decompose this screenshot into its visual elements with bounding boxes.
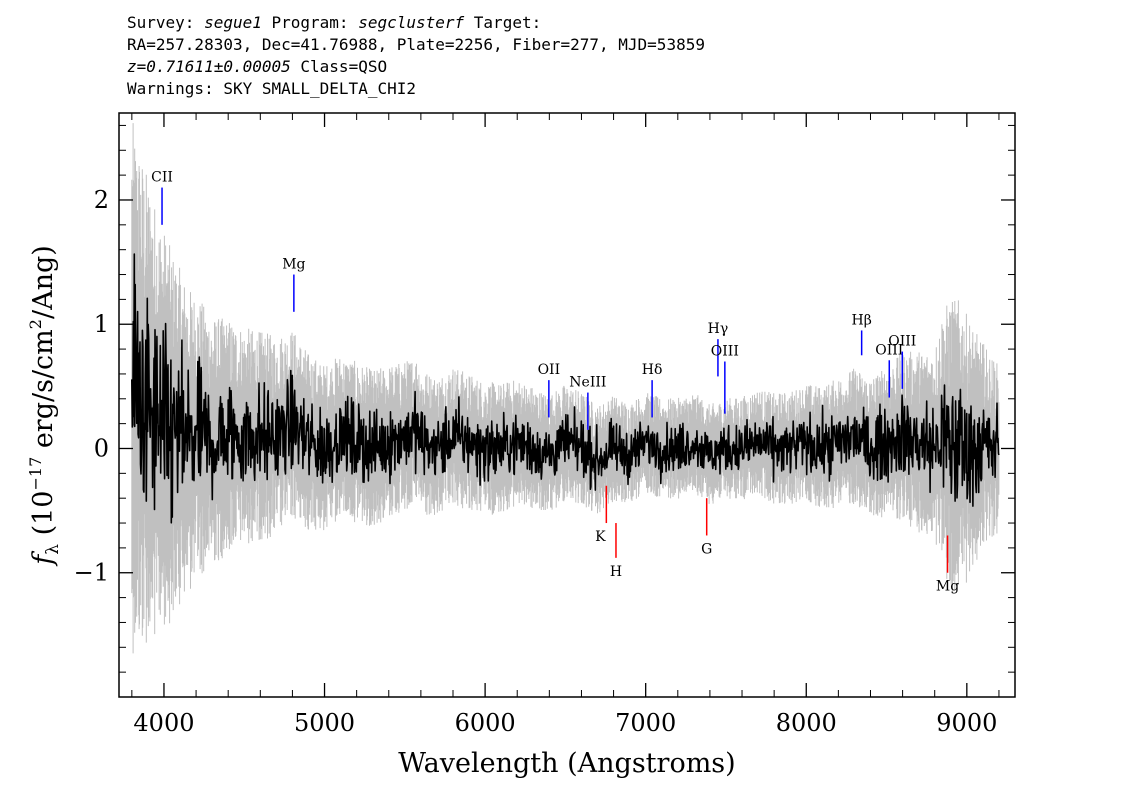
header-line-survey: Survey: segue1 Program: segclusterf Targ… bbox=[127, 12, 705, 34]
spectrum-header: Survey: segue1 Program: segclusterf Targ… bbox=[127, 12, 705, 100]
y-axis-title: fλ (10−17 erg/s/cm2/Ang) bbox=[26, 245, 63, 567]
emission-line-marker: Hδ bbox=[642, 362, 663, 418]
error-layer bbox=[131, 123, 1000, 654]
survey-label: Survey: bbox=[127, 13, 205, 32]
emission-line-label: Mg bbox=[282, 257, 305, 273]
flux-line bbox=[131, 253, 1000, 524]
y-axis-exp: −17 bbox=[26, 457, 45, 491]
plot-frame bbox=[118, 112, 1016, 698]
program-label: Program: bbox=[261, 13, 359, 32]
survey-value: segue1 bbox=[204, 13, 262, 32]
y-tick-label: 1 bbox=[94, 310, 109, 338]
y-tick-label: 2 bbox=[94, 186, 109, 214]
absorption-line-marker: Mg bbox=[936, 535, 959, 595]
emission-line-label: Hβ bbox=[851, 312, 871, 328]
emission-line-marker: Mg bbox=[282, 257, 306, 312]
absorption-line-marker: K bbox=[595, 485, 608, 545]
header-line-warnings: Warnings: SKY SMALL_DELTA_CHI2 bbox=[127, 79, 416, 98]
emission-line-label: Hδ bbox=[642, 362, 663, 378]
x-tick-label: 7000 bbox=[615, 709, 676, 737]
absorption-line-label: K bbox=[595, 529, 606, 545]
emission-line-marker: NeIII bbox=[569, 375, 606, 430]
x-tick-label: 4000 bbox=[133, 709, 194, 737]
x-tick-label: 6000 bbox=[455, 709, 516, 737]
error-band bbox=[131, 123, 1000, 654]
program-value: segclusterf bbox=[358, 13, 465, 32]
flux-layer bbox=[131, 253, 1000, 524]
emission-line-marker: Hβ bbox=[851, 312, 872, 356]
y-axis-open: (10 bbox=[28, 491, 59, 544]
y-tick-label: 0 bbox=[94, 434, 109, 462]
emission-line-label: CII bbox=[151, 170, 173, 186]
target-label: Target: bbox=[464, 13, 542, 32]
y-axis-sq: 2 bbox=[26, 319, 45, 329]
emission-line-marker: Hγ bbox=[708, 321, 729, 377]
emission-line-label: Hγ bbox=[708, 321, 729, 337]
emission-line-marker: OIII bbox=[888, 334, 916, 389]
emission-line-marker: OII bbox=[538, 362, 561, 418]
y-axis-units2: /Ang) bbox=[28, 245, 59, 319]
absorption-line-marker: G bbox=[701, 498, 712, 557]
svg-text:fλ (10−17 erg/s/cm2/Ang): fλ (10−17 erg/s/cm2/Ang) bbox=[26, 245, 63, 567]
absorption-line-label: G bbox=[701, 541, 712, 557]
y-axis-lambda: λ bbox=[43, 544, 63, 555]
axis-ticks: 4000 5000 6000 7000 8000 9000 −1 0 1 2 bbox=[74, 113, 1015, 737]
emission-line-label: OIII bbox=[888, 334, 916, 350]
emission-line-marker: CII bbox=[151, 170, 173, 225]
x-axis-title: Wavelength (Angstroms) bbox=[398, 748, 735, 779]
header-line-redshift: z=0.71611±0.00005 Class=QSO bbox=[127, 56, 705, 78]
header-line-coordinates: RA=257.28303, Dec=41.76988, Plate=2256, … bbox=[127, 35, 705, 54]
absorption-line-marker: H bbox=[610, 523, 622, 580]
emission-line-label: OIII bbox=[711, 344, 739, 360]
class-value: Class=QSO bbox=[290, 57, 388, 76]
absorption-line-label: Mg bbox=[936, 579, 959, 595]
emission-line-label: OIII bbox=[875, 342, 903, 358]
redshift-value: z=0.71611±0.00005 bbox=[127, 57, 291, 76]
y-tick-label: −1 bbox=[74, 559, 109, 587]
emission-line-label: NeIII bbox=[569, 375, 606, 391]
y-axis-units1: erg/s/cm bbox=[28, 329, 59, 457]
x-tick-label: 5000 bbox=[294, 709, 355, 737]
x-tick-label: 9000 bbox=[936, 709, 997, 737]
emission-line-marker: OIII bbox=[711, 344, 739, 414]
x-tick-label: 8000 bbox=[776, 709, 837, 737]
emission-line-label: OII bbox=[538, 362, 561, 378]
absorption-line-label: H bbox=[610, 564, 622, 580]
emission-line-marker: OIII bbox=[875, 342, 903, 398]
